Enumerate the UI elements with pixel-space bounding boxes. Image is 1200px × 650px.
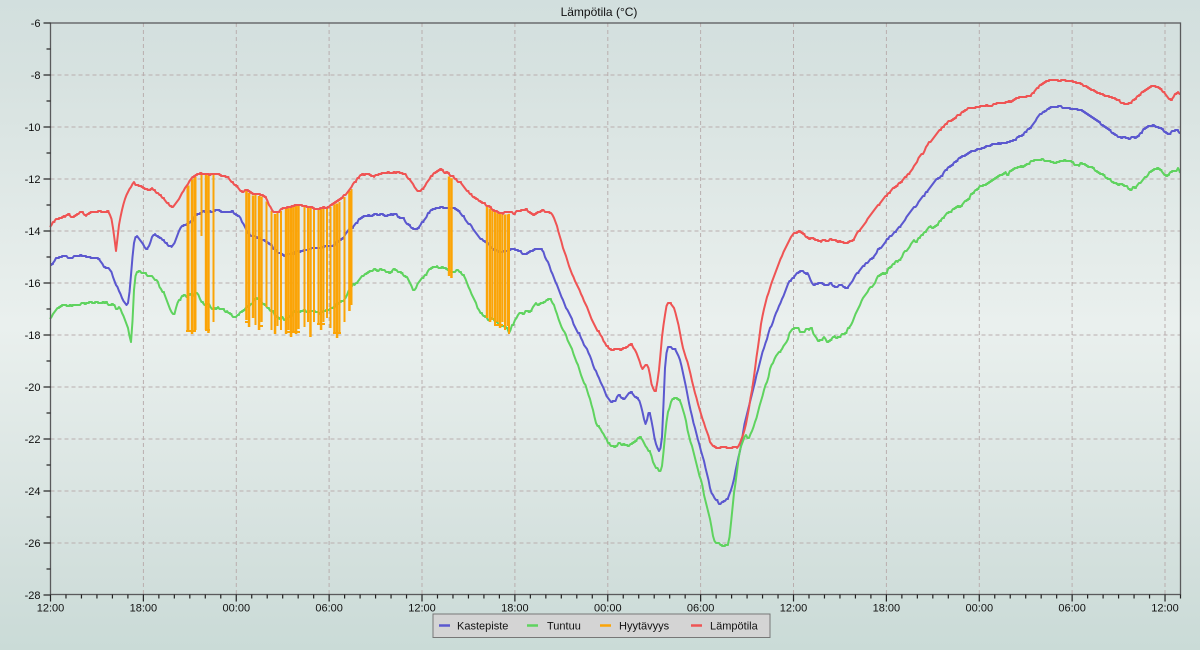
svg-text:-8: -8 (31, 70, 41, 82)
svg-text:06:00: 06:00 (315, 603, 343, 615)
svg-text:06:00: 06:00 (1058, 603, 1086, 615)
svg-text:12:00: 12:00 (1151, 603, 1179, 615)
svg-text:18:00: 18:00 (501, 603, 529, 615)
svg-text:-12: -12 (25, 174, 41, 186)
svg-text:-22: -22 (25, 434, 41, 446)
svg-text:-28: -28 (25, 590, 41, 602)
svg-text:-14: -14 (25, 226, 41, 238)
svg-text:00:00: 00:00 (594, 603, 622, 615)
svg-text:18:00: 18:00 (873, 603, 901, 615)
svg-text:12:00: 12:00 (408, 603, 436, 615)
svg-text:Lämpötila: Lämpötila (710, 621, 759, 633)
svg-text:-6: -6 (31, 18, 41, 30)
svg-text:Kastepiste: Kastepiste (457, 621, 508, 633)
svg-text:12:00: 12:00 (37, 603, 65, 615)
svg-text:-26: -26 (25, 538, 41, 550)
svg-text:-16: -16 (25, 278, 41, 290)
svg-text:06:00: 06:00 (687, 603, 715, 615)
svg-text:00:00: 00:00 (223, 603, 251, 615)
svg-text:Tuntuu: Tuntuu (547, 621, 581, 633)
svg-text:-10: -10 (25, 122, 41, 134)
svg-text:12:00: 12:00 (780, 603, 808, 615)
svg-text:-20: -20 (25, 382, 41, 394)
svg-text:18:00: 18:00 (130, 603, 158, 615)
svg-text:-24: -24 (25, 486, 41, 498)
svg-text:-18: -18 (25, 330, 41, 342)
svg-text:Lämpötila (°C): Lämpötila (°C) (561, 5, 638, 19)
svg-text:00:00: 00:00 (966, 603, 994, 615)
svg-text:Hyytävyys: Hyytävyys (619, 621, 670, 633)
